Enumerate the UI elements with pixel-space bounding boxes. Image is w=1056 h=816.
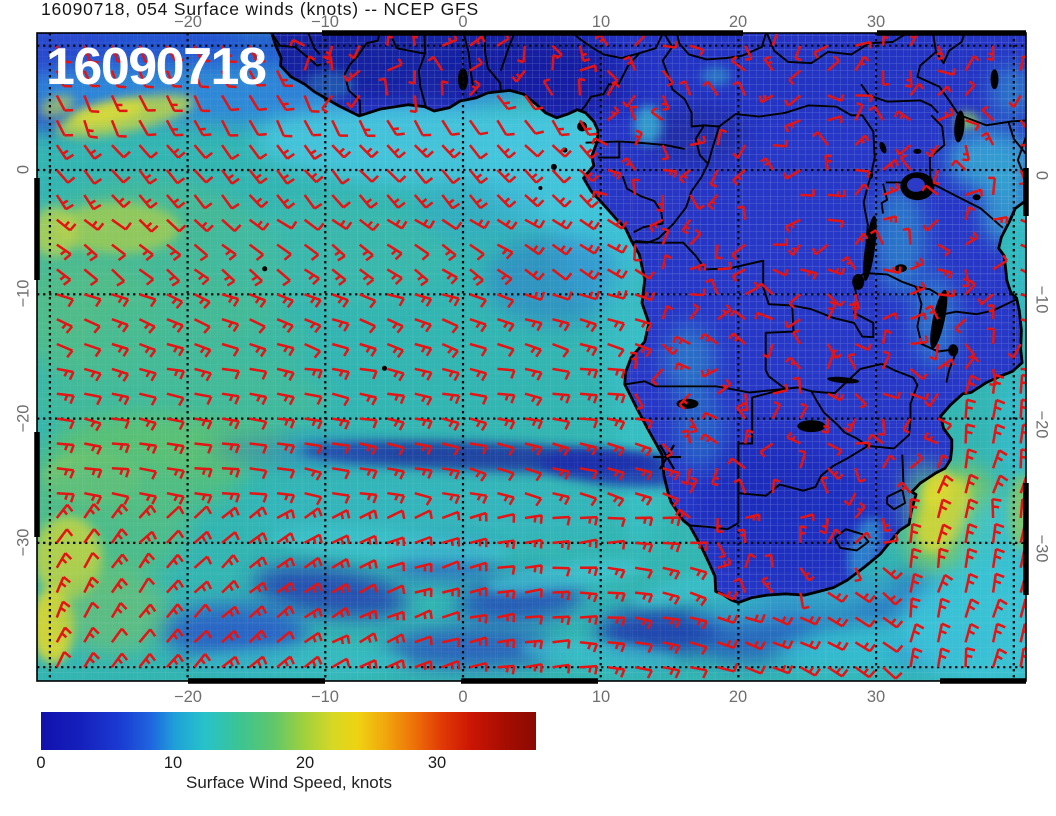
svg-text:16090718: 16090718 <box>46 38 266 96</box>
